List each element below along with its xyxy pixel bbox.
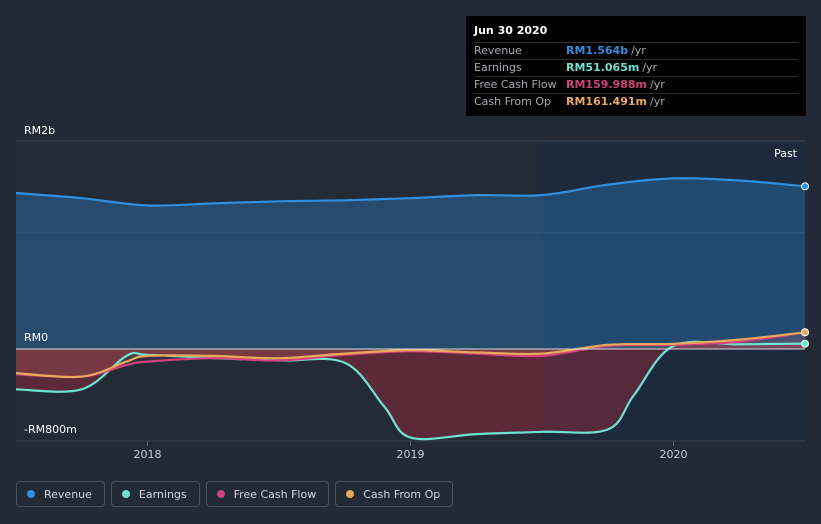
tooltip-label: Revenue [474,44,522,57]
past-label: Past [774,147,798,160]
y-tick-label: -RM800m [24,423,77,436]
chart-lines [15,177,806,441]
x-axis: 2018 2019 2020 [134,448,688,461]
tooltip-unit: /yr [631,44,646,57]
tooltip-value: RM1.564b [566,44,629,57]
x-tick-label: 2020 [660,448,688,461]
legend-item-earnings[interactable]: Earnings [110,481,200,507]
tooltip-label: Earnings [474,61,522,74]
chart-background [16,141,805,441]
end-marker-revenue [801,182,809,191]
tooltip-row-revenue: Revenue RM1.564b /yr [474,43,798,60]
tooltip-label: Cash From Op [474,95,552,108]
area-earnings [16,341,805,440]
line-cash-from-op [15,331,806,379]
end-marker-earnings [801,339,809,348]
tooltip-value: RM161.491m [566,95,647,108]
y-tick-label: RM0 [24,331,48,344]
legend-dot-icon [27,490,35,498]
legend-label: Revenue [44,487,92,501]
legend-dot-icon [121,490,130,498]
plot-area-past-highlight [542,141,805,441]
chart-end-markers [801,182,809,348]
plot-area-history [16,141,542,441]
x-tick-label: 2018 [134,448,162,461]
y-axis: RM2b RM0 -RM800m [24,124,77,436]
tooltip-value: RM159.988m [566,78,647,91]
tooltip-unit: /yr [649,78,665,91]
legend-item-cash-from-op[interactable]: Cash From Op [335,481,454,507]
legend-item-revenue[interactable]: Revenue [16,481,105,507]
tooltip-panel: Jun 30 2020 Revenue RM1.564b /yr Earning… [466,16,806,116]
tooltip-date: Jun 30 2020 [474,24,798,43]
y-tick-label: RM2b [24,124,55,137]
area-revenue [16,178,805,349]
tooltip-row-free-cash-flow: Free Cash Flow RM159.988m /yr [474,77,798,94]
tooltip-unit: /yr [642,61,658,74]
line-earnings [15,340,806,441]
legend-dot-icon [216,490,225,498]
legend-item-free-cash-flow[interactable]: Free Cash Flow [205,481,330,507]
legend-label: Free Cash Flow [233,487,317,501]
tooltip-unit: /yr [649,95,665,108]
legend-dot-icon [346,490,355,498]
tooltip-row-cash-from-op: Cash From Op RM161.491m /yr [474,94,798,110]
x-tick-label: 2019 [397,448,425,461]
tooltip-value: RM51.065m [566,61,640,74]
tooltip-label: Free Cash Flow [474,78,557,91]
legend-label: Cash From Op [363,487,441,501]
chart-legend: Revenue Earnings Free Cash Flow Cash Fro… [16,481,454,507]
tooltip-row-earnings: Earnings RM51.065m /yr [474,60,798,77]
line-revenue [15,177,806,207]
end-marker-cash-from-op [801,328,809,337]
legend-label: Earnings [138,487,187,501]
chart-grid [16,140,805,446]
